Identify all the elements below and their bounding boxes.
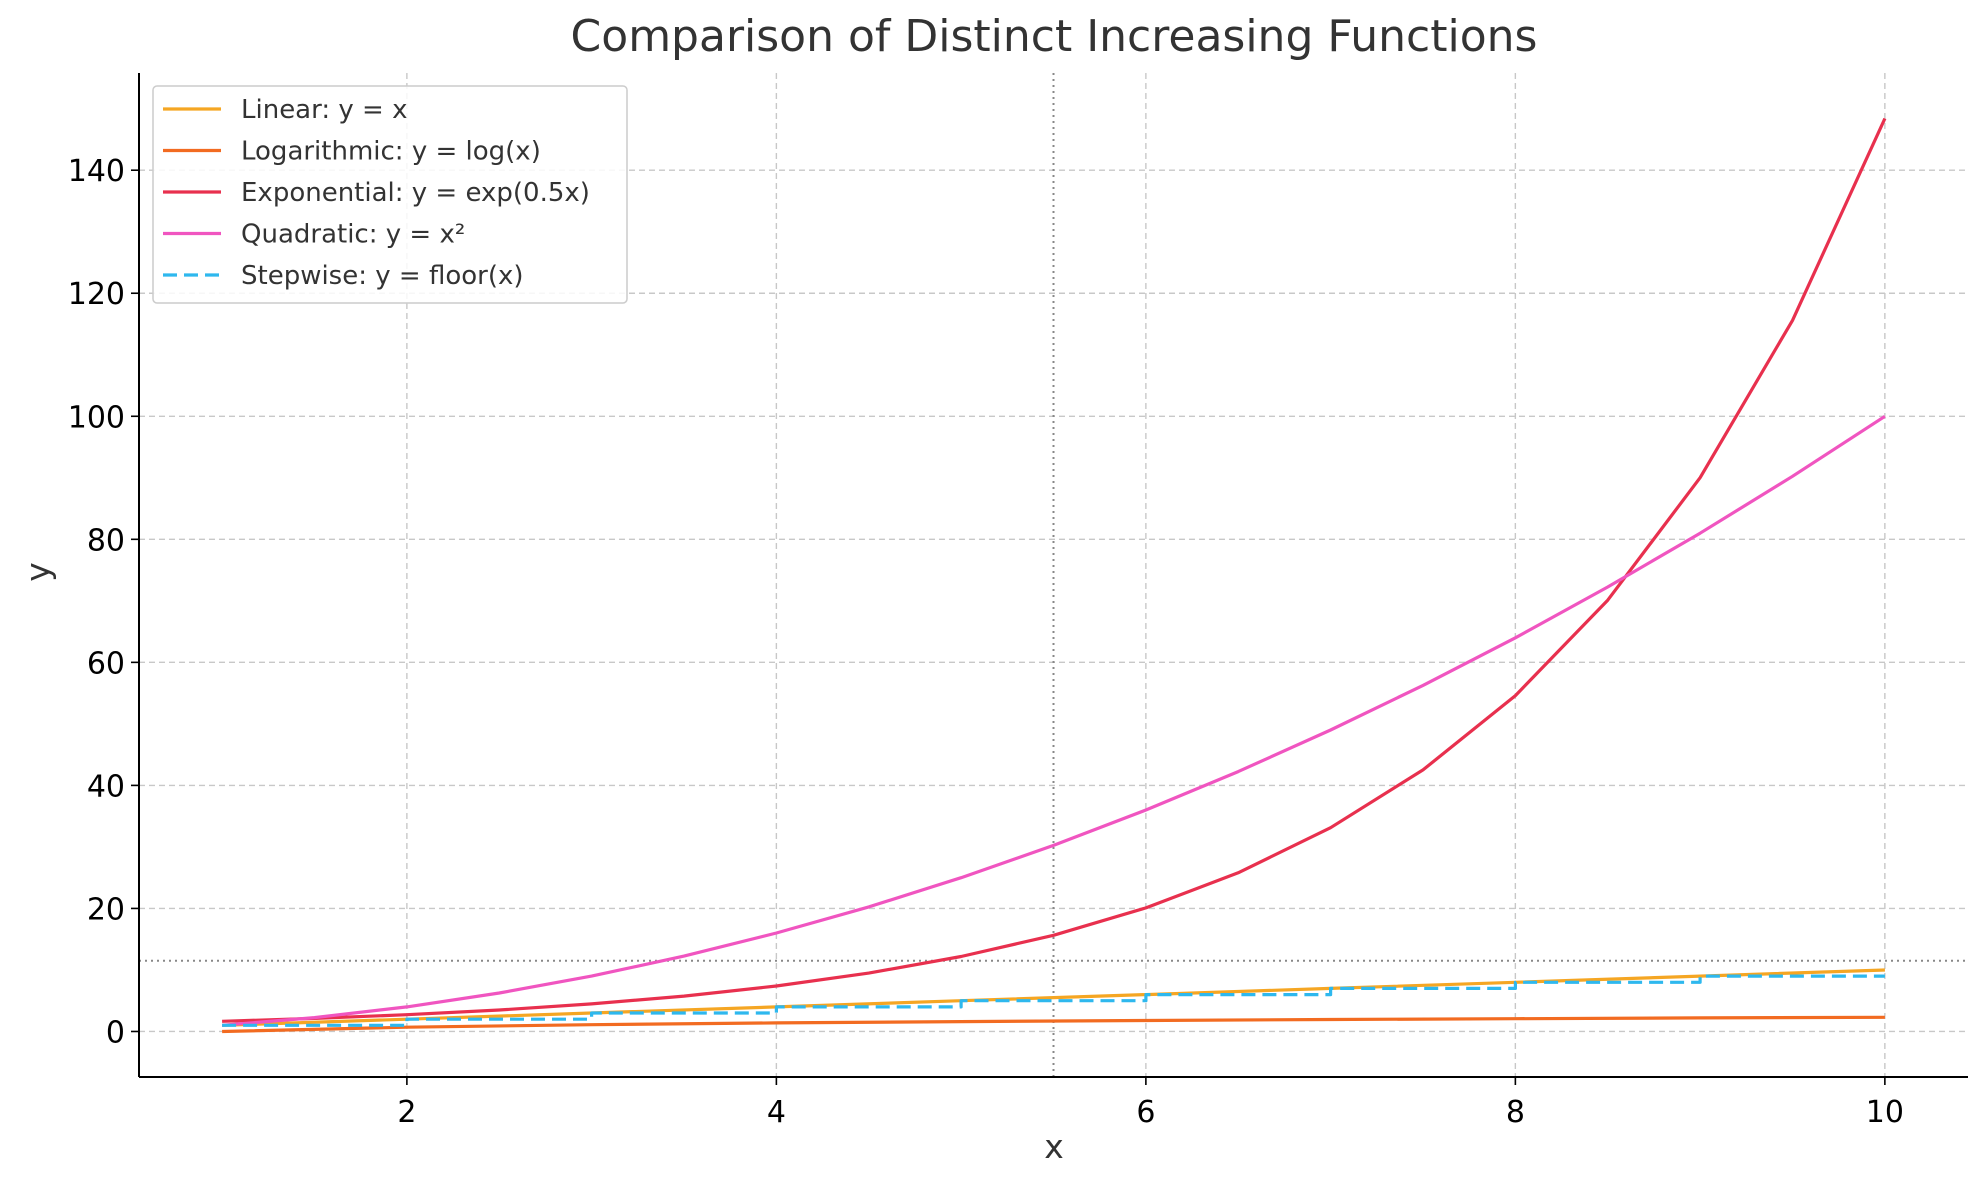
x-tick-label: 2 xyxy=(397,1095,416,1130)
y-tick-label: 140 xyxy=(68,154,125,189)
x-tick-label: 8 xyxy=(1506,1095,1525,1130)
y-tick-label: 80 xyxy=(87,523,125,558)
y-tick-label: 60 xyxy=(87,646,125,681)
series-line-4 xyxy=(222,974,1885,1027)
legend-label-3: Quadratic: y = x² xyxy=(241,220,465,250)
axes xyxy=(138,73,1968,1078)
series-line-0 xyxy=(222,968,1885,1027)
x-axis-label: x xyxy=(1044,1127,1064,1166)
legend-label-2: Exponential: y = exp(0.5x) xyxy=(241,178,590,208)
reference-lines xyxy=(139,73,1968,1077)
series-line-3 xyxy=(221,414,1886,1027)
legend-box xyxy=(152,85,628,304)
chart-title: Comparison of Distinct Increasing Functi… xyxy=(571,11,1538,62)
legend-label-4: Stepwise: y = floor(x) xyxy=(241,261,524,291)
legend: Linear: y = x Logarithmic: y = log(x) Expo… xyxy=(152,85,628,304)
y-axis-label: y xyxy=(18,562,57,582)
legend-label-1: Logarithmic: y = log(x) xyxy=(241,137,541,167)
x-tick-label: 4 xyxy=(767,1095,786,1130)
y-tick-label: 0 xyxy=(106,1015,125,1050)
series-line-1 xyxy=(222,1015,1885,1034)
x-tick-label: 6 xyxy=(1136,1095,1155,1130)
y-tick-label: 20 xyxy=(87,892,125,927)
y-tick-label: 120 xyxy=(68,277,125,312)
legend-label-0: Linear: y = x xyxy=(241,95,407,125)
series-lines xyxy=(221,117,1887,1034)
y-tick-label: 100 xyxy=(68,400,125,435)
series-line-2 xyxy=(222,117,1887,1023)
y-tick-label: 40 xyxy=(87,769,125,804)
x-tick-label: 10 xyxy=(1866,1095,1904,1130)
